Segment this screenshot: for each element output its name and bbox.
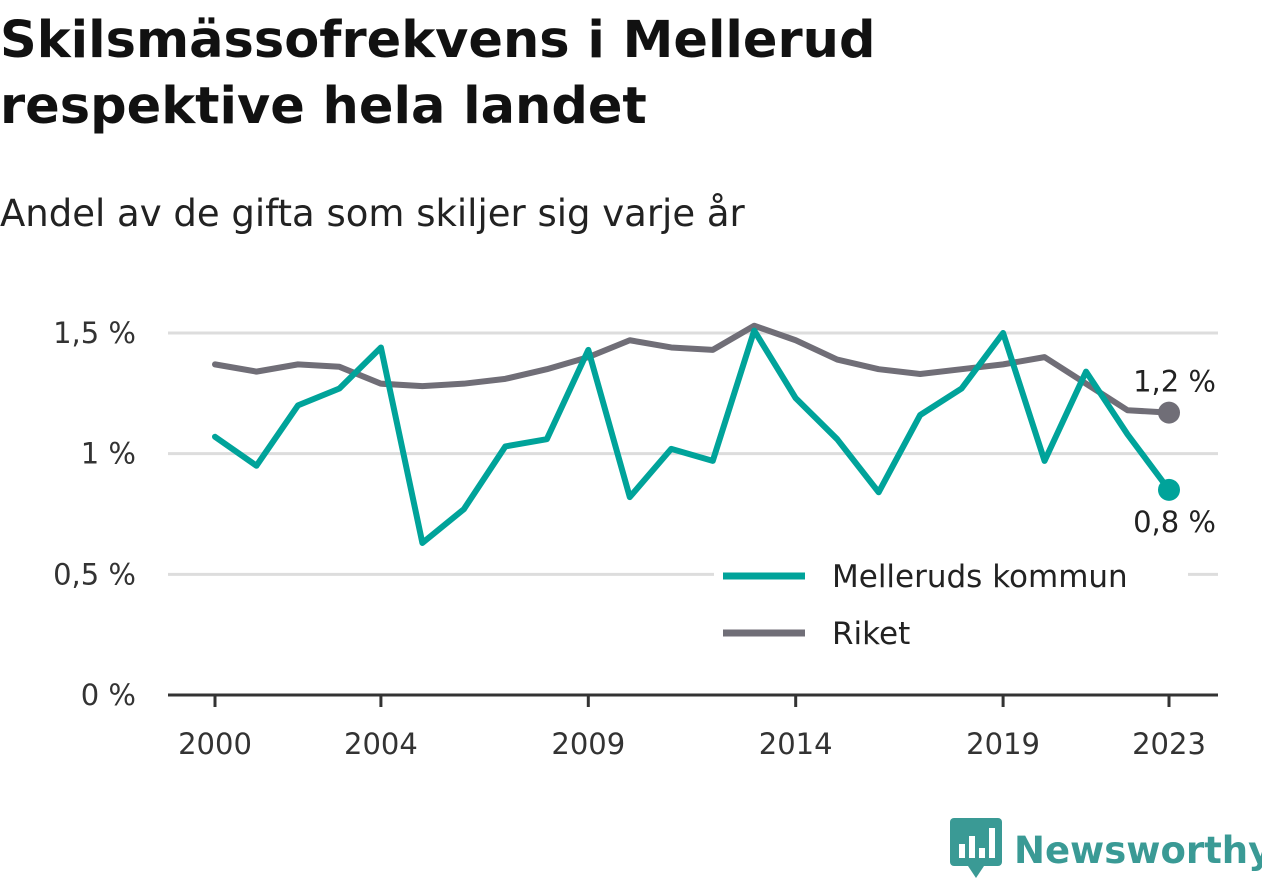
- legend: Melleruds kommun Riket: [714, 548, 1188, 661]
- y-tick-label: 1 %: [81, 437, 136, 471]
- end-label: 1,2 %: [1133, 365, 1216, 399]
- bar-chart-bubble-icon: [950, 818, 1002, 882]
- x-tick-label: 2014: [759, 727, 833, 761]
- x-tick-label: 2004: [344, 727, 418, 761]
- y-axis-ticks: 0 % 0,5 % 1 % 1,5 %: [53, 316, 136, 712]
- x-tick-label: 2000: [178, 727, 252, 761]
- x-axis: 2000 2004 2009 2014 2019 2023: [168, 695, 1218, 761]
- end-point-marker: [1158, 402, 1180, 424]
- x-tick-label: 2009: [551, 727, 625, 761]
- brand-name: Newsworthy: [1014, 829, 1262, 872]
- end-label: 0,8 %: [1133, 505, 1216, 539]
- y-tick-label: 0 %: [81, 678, 136, 712]
- y-tick-label: 1,5 %: [53, 316, 136, 350]
- legend-label: Melleruds kommun: [832, 559, 1128, 595]
- x-tick-label: 2019: [966, 727, 1040, 761]
- brand-logo: Newsworthy: [950, 818, 1262, 882]
- series-lines: 1,2 % 0,8 %: [215, 326, 1216, 543]
- x-tick-label: 2023: [1132, 727, 1206, 761]
- legend-label: Riket: [832, 616, 910, 652]
- y-tick-label: 0,5 %: [53, 557, 136, 591]
- end-point-marker: [1158, 479, 1180, 501]
